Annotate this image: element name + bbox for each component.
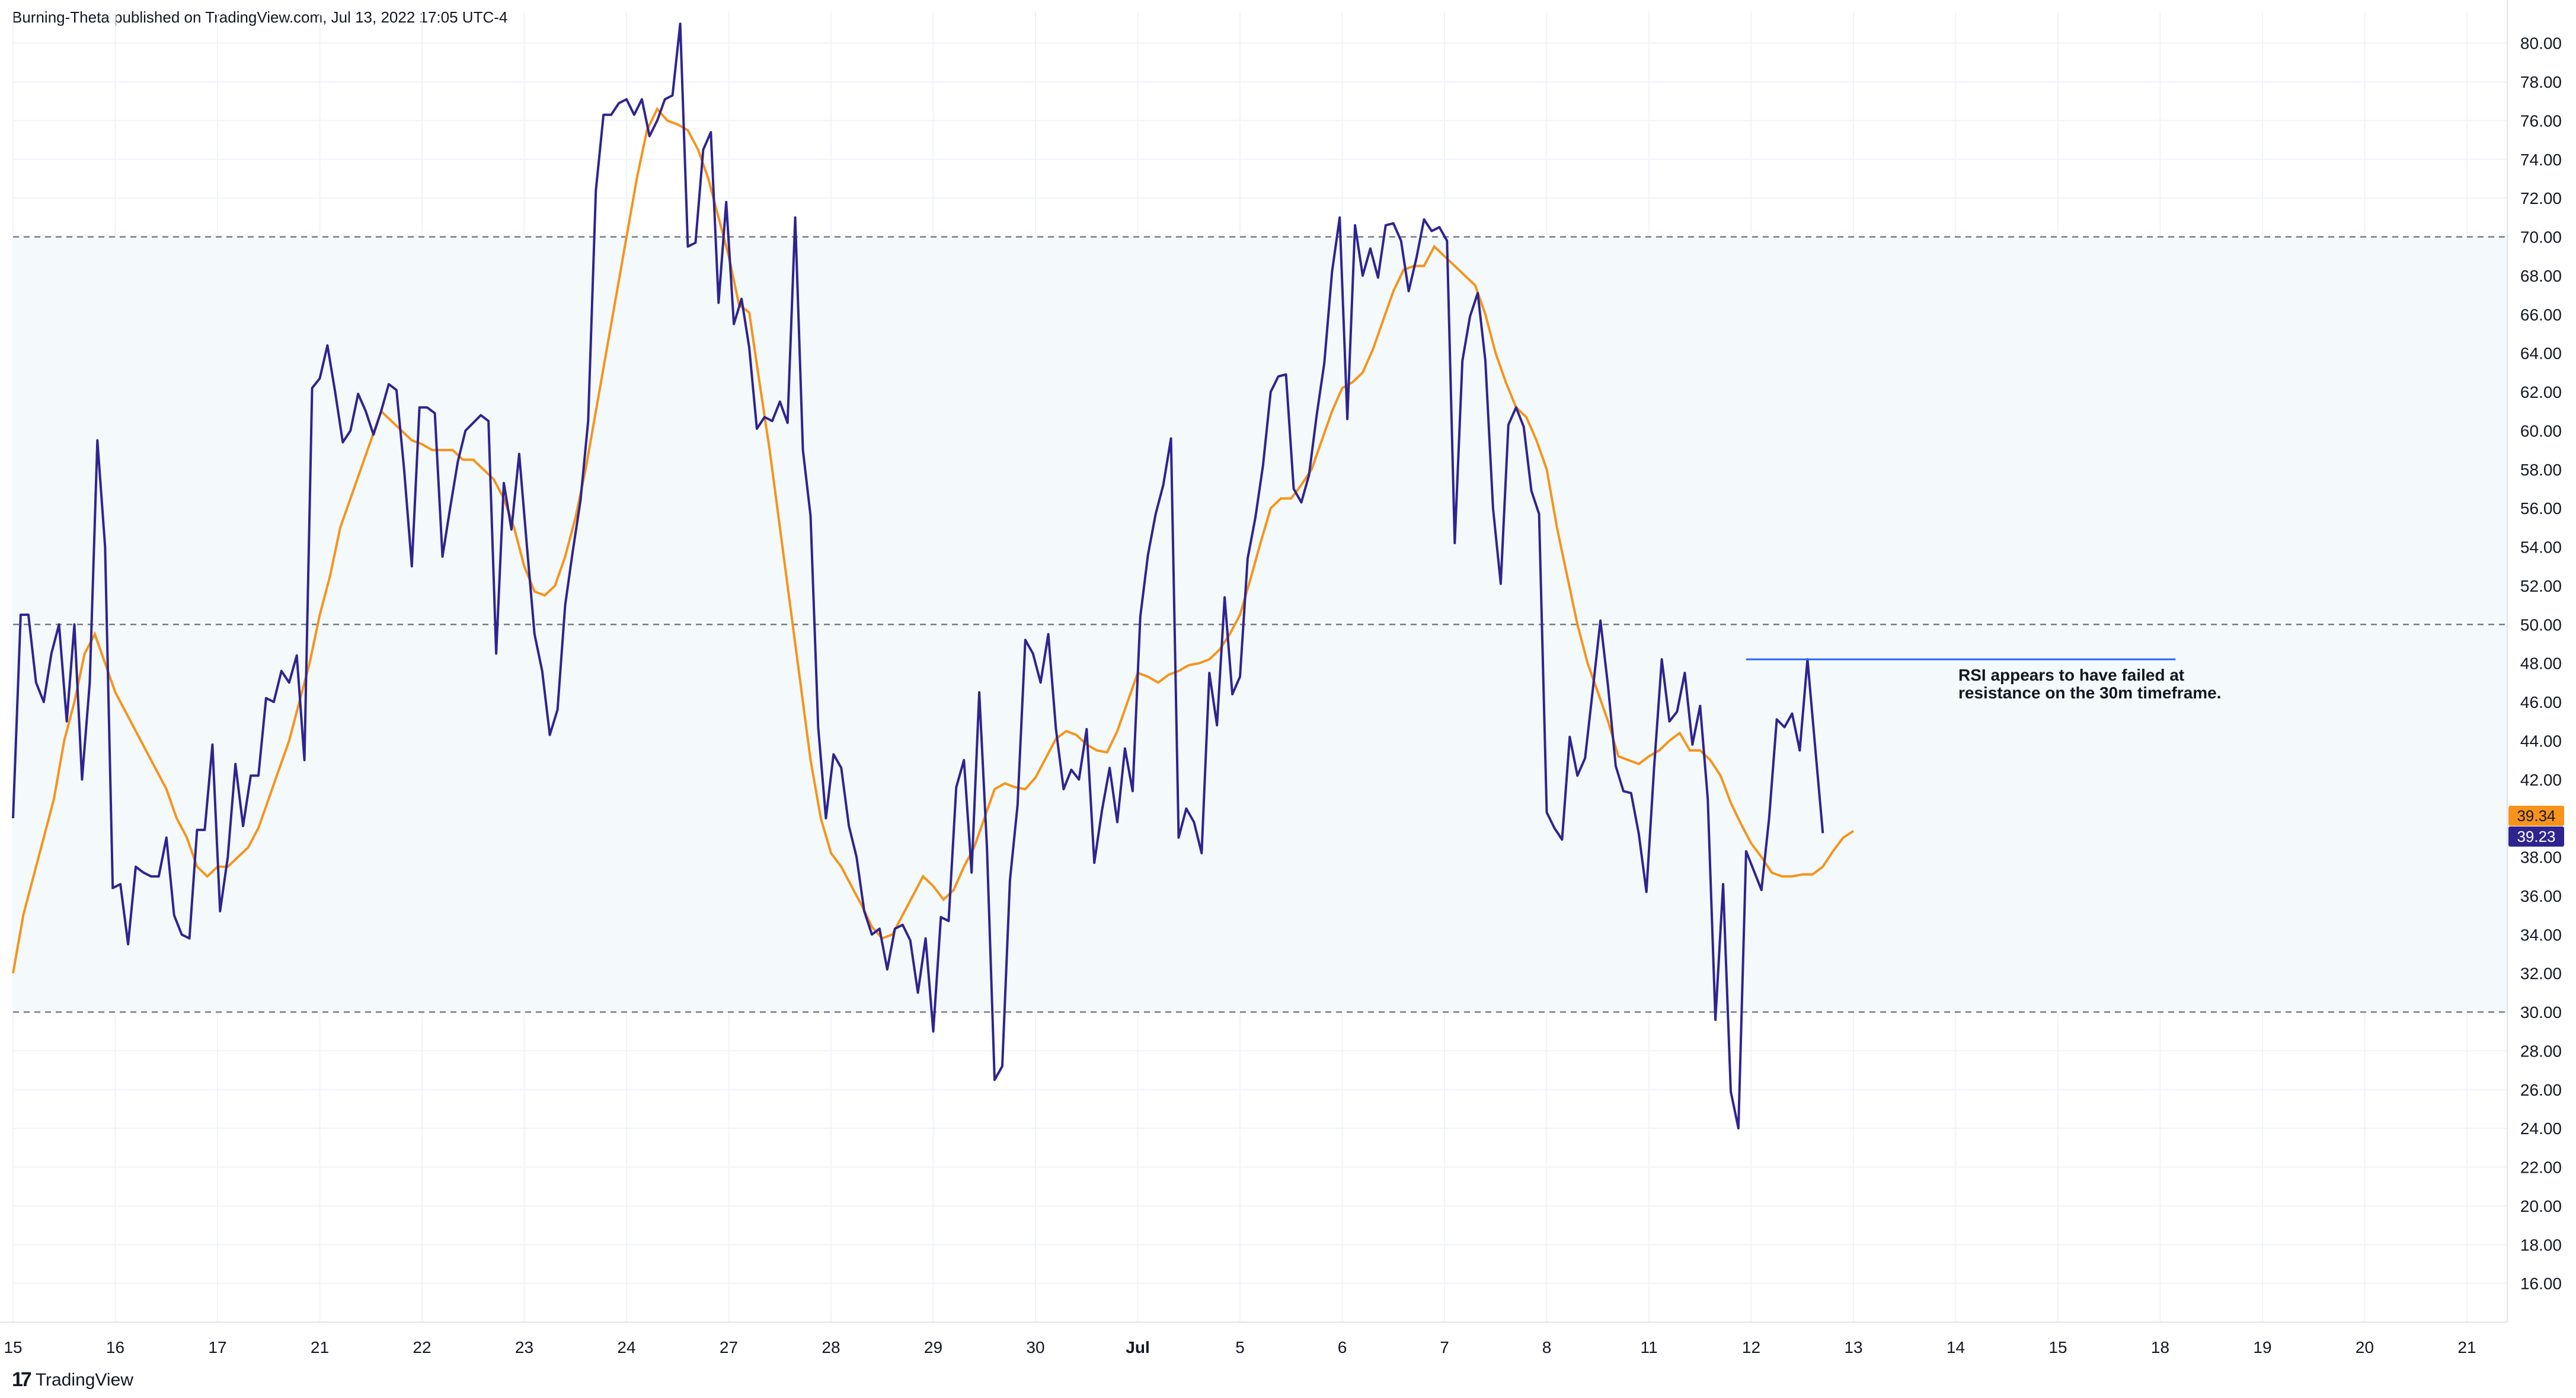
x-tick-label: 5 bbox=[1235, 1338, 1245, 1356]
y-tick-label: 72.00 bbox=[2520, 189, 2562, 208]
y-tick-label: 32.00 bbox=[2520, 965, 2562, 983]
rsi-ma-value: 39.34 bbox=[2517, 807, 2555, 825]
y-tick-label: 36.00 bbox=[2520, 887, 2562, 905]
y-tick-label: 30.00 bbox=[2520, 1003, 2562, 1022]
y-tick-label: 38.00 bbox=[2520, 848, 2562, 867]
y-tick-label: 48.00 bbox=[2520, 655, 2562, 673]
y-tick-label: 46.00 bbox=[2520, 693, 2562, 711]
y-tick-label: 56.00 bbox=[2520, 499, 2562, 518]
x-tick-label: 7 bbox=[1440, 1338, 1449, 1356]
y-tick-label: 44.00 bbox=[2520, 732, 2562, 750]
x-tick-label: 15 bbox=[4, 1338, 22, 1356]
x-tick-label: 13 bbox=[1844, 1338, 1862, 1356]
y-axis: 16.00 18.00 20.00 22.00 24.00 26.00 28.00 30.00… bbox=[2520, 34, 2562, 1293]
annotation-line-1[interactable]: RSI appears to have failed at bbox=[1958, 666, 2184, 684]
y-tick-label: 34.00 bbox=[2520, 925, 2562, 944]
y-tick-label: 60.00 bbox=[2520, 422, 2562, 440]
x-tick-label: 30 bbox=[1026, 1338, 1044, 1356]
x-tick-label: 24 bbox=[617, 1338, 635, 1356]
x-tick-label: 17 bbox=[208, 1338, 226, 1356]
x-tick-label: 14 bbox=[1947, 1338, 1965, 1356]
y-tick-label: 52.00 bbox=[2520, 577, 2562, 595]
y-tick-label: 22.00 bbox=[2520, 1158, 2562, 1177]
x-tick-label: 29 bbox=[924, 1338, 942, 1356]
x-tick-label: 6 bbox=[1338, 1338, 1347, 1356]
annotation-line-2[interactable]: resistance on the 30m timeframe. bbox=[1958, 684, 2222, 702]
x-tick-label: 20 bbox=[2356, 1338, 2374, 1356]
y-tick-label: 50.00 bbox=[2520, 615, 2562, 634]
y-tick-label: 24.00 bbox=[2520, 1119, 2562, 1138]
x-tick-label: Jul bbox=[1126, 1338, 1149, 1356]
x-tick-label: 19 bbox=[2253, 1338, 2271, 1356]
rsi-value-badge bbox=[2508, 826, 2564, 847]
x-tick-label: 12 bbox=[1742, 1338, 1760, 1356]
y-tick-label: 62.00 bbox=[2520, 383, 2562, 401]
x-tick-label: 8 bbox=[1542, 1338, 1552, 1356]
rsi-line bbox=[12, 23, 1824, 1130]
tradingview-brand: TradingView bbox=[35, 1370, 133, 1390]
rsi-ma-line bbox=[12, 107, 1855, 974]
x-tick-label: 23 bbox=[515, 1338, 533, 1356]
y-tick-label: 80.00 bbox=[2520, 34, 2562, 53]
y-tick-label: 58.00 bbox=[2520, 461, 2562, 479]
x-tick-label: 27 bbox=[720, 1338, 738, 1356]
last-value-badges: 39.34 39.23 bbox=[2508, 806, 2564, 847]
x-tick-label: 18 bbox=[2151, 1338, 2169, 1356]
x-tick-label: 28 bbox=[822, 1338, 840, 1356]
tradingview-logo-icon: 17 bbox=[12, 1368, 32, 1391]
rsi-value: 39.23 bbox=[2517, 828, 2555, 845]
y-tick-label: 64.00 bbox=[2520, 344, 2562, 363]
y-tick-label: 68.00 bbox=[2520, 267, 2562, 285]
y-tick-label: 28.00 bbox=[2520, 1042, 2562, 1060]
tradingview-logo[interactable]: 17 TradingView bbox=[12, 1368, 133, 1391]
y-tick-label: 76.00 bbox=[2520, 111, 2562, 130]
y-tick-label: 16.00 bbox=[2520, 1275, 2562, 1293]
y-tick-label: 66.00 bbox=[2520, 305, 2562, 324]
x-axis: 15 16 17 21 22 23 24 27 28 29 30 Jul 5 6 7 8 11 12 13 14 15 1… bbox=[4, 1338, 2476, 1356]
x-tick-label: 21 bbox=[2457, 1338, 2476, 1356]
x-tick-label: 16 bbox=[106, 1338, 124, 1356]
publish-info: Burning-Theta published on TradingView.c… bbox=[12, 8, 508, 26]
y-tick-label: 42.00 bbox=[2520, 771, 2562, 789]
y-tick-label: 20.00 bbox=[2520, 1197, 2562, 1215]
y-tick-label: 26.00 bbox=[2520, 1081, 2562, 1099]
y-tick-label: 18.00 bbox=[2520, 1236, 2562, 1254]
y-tick-label: 74.00 bbox=[2520, 151, 2562, 169]
y-tick-label: 78.00 bbox=[2520, 73, 2562, 91]
y-tick-label: 54.00 bbox=[2520, 538, 2562, 557]
y-tick-label: 70.00 bbox=[2520, 228, 2562, 247]
x-tick-label: 11 bbox=[1640, 1338, 1657, 1356]
x-tick-label: 15 bbox=[2048, 1338, 2067, 1356]
x-tick-label: 21 bbox=[311, 1338, 329, 1356]
x-tick-label: 22 bbox=[413, 1338, 431, 1356]
rsi-band bbox=[13, 237, 2507, 1013]
rsi-ma-value-badge bbox=[2508, 806, 2564, 826]
